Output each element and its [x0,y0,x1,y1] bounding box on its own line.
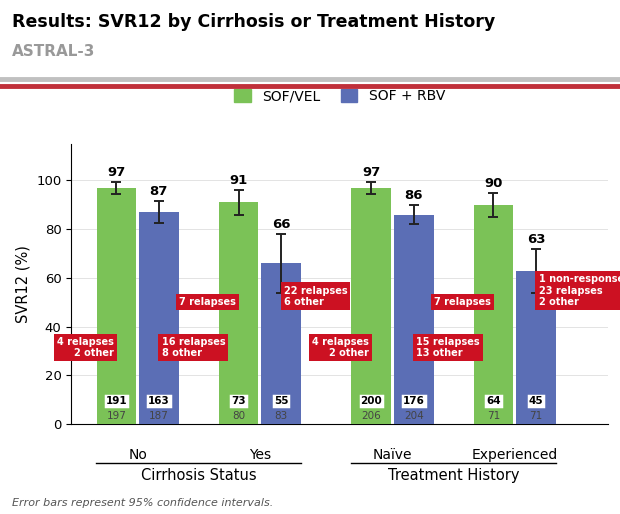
Legend: SOF/VEL, SOF + RBV: SOF/VEL, SOF + RBV [234,89,445,103]
Text: 71: 71 [487,411,500,420]
Text: 45: 45 [529,396,543,406]
Bar [394,214,434,424]
Text: Experienced: Experienced [472,448,558,463]
Text: 187: 187 [149,411,169,420]
Text: 55: 55 [274,396,288,406]
Text: 7 relapses: 7 relapses [179,297,236,307]
Text: 7 relapses: 7 relapses [434,297,491,307]
Text: 15 relapses
13 other: 15 relapses 13 other [417,337,480,358]
Text: 4 relapses
2 other: 4 relapses 2 other [312,337,369,358]
Text: 63: 63 [526,233,545,246]
Text: 197: 197 [107,411,126,420]
Bar [516,270,556,424]
Text: 66: 66 [272,218,290,231]
Text: Cirrhosis Status: Cirrhosis Status [141,468,256,483]
Text: Results: SVR12 by Cirrhosis or Treatment History: Results: SVR12 by Cirrhosis or Treatment… [12,13,495,31]
Bar [352,188,391,424]
Text: 176: 176 [403,396,425,406]
Text: 91: 91 [229,174,247,187]
Bar [474,205,513,424]
Text: Error bars represent 95% confidence intervals.: Error bars represent 95% confidence inte… [12,498,273,508]
Text: 64: 64 [486,396,501,406]
Text: 87: 87 [149,185,168,198]
Text: 22 relapses
6 other: 22 relapses 6 other [284,285,347,307]
Text: ASTRAL-3: ASTRAL-3 [12,44,95,59]
Text: 83: 83 [275,411,288,420]
Text: Yes: Yes [249,448,271,463]
Text: 200: 200 [360,396,382,406]
Text: 204: 204 [404,411,423,420]
Text: 86: 86 [404,189,423,202]
Bar [261,263,301,424]
Text: 16 relapses
8 other: 16 relapses 8 other [162,337,225,358]
Y-axis label: SVR12 (%): SVR12 (%) [16,245,31,323]
Text: 4 relapses
2 other: 4 relapses 2 other [57,337,114,358]
Text: Treatment History: Treatment History [388,468,519,483]
Bar [219,203,259,424]
Text: 206: 206 [361,411,381,420]
Text: 1 non-response
23 relapses
2 other: 1 non-response 23 relapses 2 other [539,274,620,307]
Text: 73: 73 [231,396,246,406]
Text: 80: 80 [232,411,245,420]
Bar [97,188,136,424]
Text: Naïve: Naïve [373,448,412,463]
Bar [139,212,179,424]
Text: 90: 90 [484,177,503,190]
Text: 191: 191 [105,396,127,406]
Text: 97: 97 [362,166,381,179]
Text: 71: 71 [529,411,542,420]
Text: 163: 163 [148,396,170,406]
Text: 97: 97 [107,166,126,179]
Text: No: No [128,448,147,463]
